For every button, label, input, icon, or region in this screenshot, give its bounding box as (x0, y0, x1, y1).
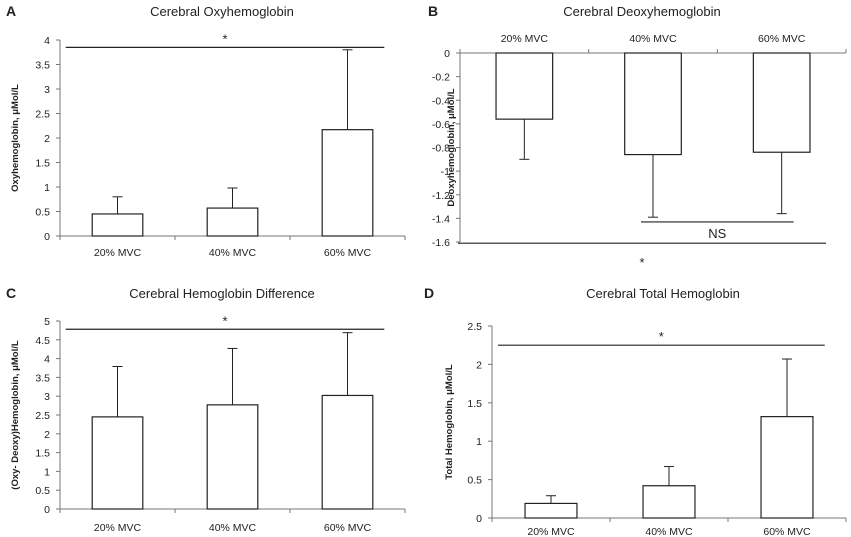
y-tick-label: 3 (44, 84, 50, 96)
significance-star: * (222, 31, 227, 46)
panel-a: A Cerebral Oxyhemoglobin Oxyhemoglobin, μM… (6, 3, 406, 259)
y-tick-label: 1.5 (35, 158, 50, 170)
x-category-label: 60% MVC (763, 526, 811, 537)
x-category-label: 60% MVC (324, 247, 372, 259)
bar (752, 52, 811, 153)
y-tick-label: 3.5 (35, 372, 50, 384)
y-tick-label: 2.5 (35, 410, 50, 422)
x-category-label: 20% MVC (94, 247, 142, 259)
y-tick-label: 0 (44, 504, 50, 516)
bar (524, 502, 578, 519)
chart-title: Cerebral Oxyhemoglobin (150, 4, 294, 19)
x-category-label: 60% MVC (758, 33, 806, 45)
chart-title: Cerebral Deoxyhemoglobin (563, 4, 721, 19)
y-tick-label: 1.5 (467, 398, 482, 410)
y-tick-label: -1.6 (432, 237, 450, 249)
significance-star: * (639, 255, 644, 270)
y-tick-label: -0.4 (432, 95, 450, 107)
significance-ns: NS (708, 226, 726, 241)
panel-d: D Cerebral Total Hemoglobin Total Hemoglob… (424, 285, 847, 537)
x-category-label: 40% MVC (209, 247, 257, 259)
significance-star: * (659, 329, 664, 344)
panel-letter: B (428, 3, 438, 19)
y-tick-label: 0 (476, 513, 482, 525)
x-category-label: 40% MVC (209, 522, 257, 534)
bar (624, 52, 682, 156)
y-tick-label: -1.4 (432, 213, 450, 225)
y-tick-label: 0.5 (35, 207, 50, 219)
x-category-label: 40% MVC (645, 526, 693, 537)
y-tick-label: 5 (44, 316, 50, 328)
y-axis-label: (Oxy- Deoxy)Hemoglobin, μMol/L (10, 340, 21, 490)
y-tick-label: 2 (476, 359, 482, 371)
panel-letter: A (6, 3, 16, 19)
panel-c: C Cerebral Hemoglobin Difference (Oxy- Deo… (6, 285, 406, 534)
y-axis-label: Deoxyhemoglobin, μMol/L (446, 88, 457, 206)
y-tick-label: -0.2 (432, 72, 450, 84)
bar (91, 416, 144, 510)
y-tick-label: -1 (441, 166, 450, 178)
chart-title: Cerebral Hemoglobin Difference (129, 286, 314, 301)
y-tick-label: -1.2 (432, 190, 450, 202)
y-tick-label: 4 (44, 354, 50, 366)
y-tick-label: 2 (44, 429, 50, 441)
y-tick-label: 0 (444, 48, 450, 60)
bar (91, 213, 144, 237)
bar (495, 52, 554, 120)
panel-letter: D (424, 285, 434, 301)
y-tick-label: 2 (44, 133, 50, 145)
bar (760, 416, 814, 519)
bar (642, 485, 696, 519)
y-tick-label: 0 (44, 231, 50, 243)
y-tick-label: -0.6 (432, 119, 450, 131)
bar (321, 394, 374, 510)
bar (321, 129, 374, 237)
chart-title: Cerebral Total Hemoglobin (586, 286, 740, 301)
bar (206, 207, 259, 237)
y-tick-label: 4 (44, 35, 50, 47)
y-tick-label: 2.5 (35, 109, 50, 121)
y-tick-label: 1 (44, 182, 50, 194)
x-category-label: 20% MVC (501, 33, 549, 45)
bar (206, 404, 259, 510)
y-tick-label: 1 (44, 466, 50, 478)
significance-star: * (222, 313, 227, 328)
y-tick-label: 1.5 (35, 448, 50, 460)
x-category-label: 60% MVC (324, 522, 372, 534)
y-tick-label: 3.5 (35, 60, 50, 72)
y-tick-label: 0.5 (35, 485, 50, 497)
y-tick-label: 2.5 (467, 321, 482, 333)
y-axis-label: Total Hemoglobin, μMol/L (444, 364, 455, 480)
panel-b: B Cerebral Deoxyhemoglobin Deoxyhemoglobin… (428, 3, 847, 270)
y-tick-label: 4.5 (35, 335, 50, 347)
y-axis-label: Oxyhemoglobin, μMol/L (10, 84, 21, 192)
y-tick-label: 1 (476, 436, 482, 448)
panel-letter: C (6, 285, 16, 301)
x-category-label: 40% MVC (629, 33, 677, 45)
x-category-label: 20% MVC (94, 522, 142, 534)
y-tick-label: 3 (44, 391, 50, 403)
y-tick-label: -0.8 (432, 143, 450, 155)
y-tick-label: 0.5 (467, 475, 482, 487)
x-category-label: 20% MVC (527, 526, 575, 537)
